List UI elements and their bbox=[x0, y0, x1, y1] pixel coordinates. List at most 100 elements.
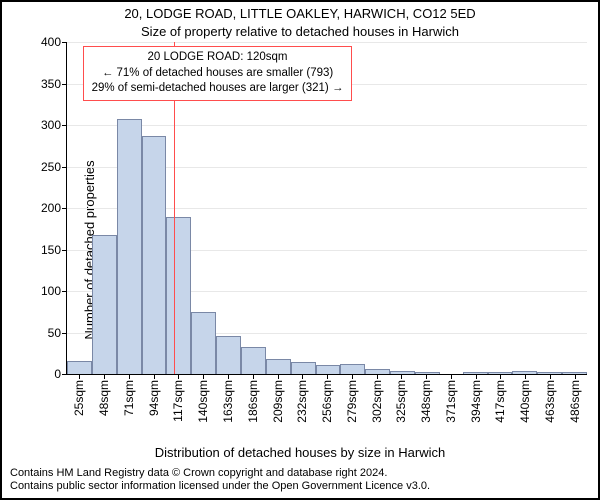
x-tick: 186sqm bbox=[240, 374, 265, 430]
plot-inner: 25sqm48sqm71sqm94sqm117sqm140sqm163sqm18… bbox=[66, 42, 587, 375]
x-tick: 348sqm bbox=[414, 374, 439, 430]
x-tick-label: 140sqm bbox=[196, 380, 210, 423]
annotation-box: 20 LODGE ROAD: 120sqm← 71% of detached h… bbox=[83, 46, 353, 101]
x-tick: 140sqm bbox=[191, 374, 216, 430]
x-tick: 440sqm bbox=[513, 374, 538, 430]
x-tick-label: 209sqm bbox=[271, 380, 285, 423]
x-tick-mark bbox=[550, 374, 551, 379]
x-tick-mark bbox=[476, 374, 477, 379]
x-tick-label: 279sqm bbox=[345, 380, 359, 423]
x-tick: 463sqm bbox=[538, 374, 563, 430]
x-tick-label: 117sqm bbox=[171, 380, 185, 422]
x-tick: 371sqm bbox=[438, 374, 463, 430]
x-tick-label: 163sqm bbox=[221, 380, 235, 423]
x-tick-label: 486sqm bbox=[568, 380, 582, 423]
x-tick-label: 440sqm bbox=[518, 380, 532, 423]
chart-title-line1: 20, LODGE ROAD, LITTLE OAKLEY, HARWICH, … bbox=[2, 6, 598, 21]
x-tick: 394sqm bbox=[463, 374, 488, 430]
x-tick: 163sqm bbox=[216, 374, 241, 430]
histogram-bar bbox=[340, 364, 365, 374]
x-tick-label: 256sqm bbox=[320, 380, 334, 423]
annotation-line3: 29% of semi-detached houses are larger (… bbox=[92, 81, 344, 97]
y-tick-label: 400 bbox=[41, 35, 61, 49]
x-tick-mark bbox=[203, 374, 204, 379]
x-tick-mark bbox=[377, 374, 378, 379]
histogram-bar bbox=[512, 371, 537, 374]
x-tick-label: 186sqm bbox=[246, 380, 260, 423]
x-tick-mark bbox=[451, 374, 452, 379]
x-tick-mark bbox=[278, 374, 279, 379]
x-tick-label: 463sqm bbox=[543, 380, 557, 423]
x-tick-label: 417sqm bbox=[493, 380, 507, 423]
x-tick-mark bbox=[79, 374, 80, 379]
chart-card: 20, LODGE ROAD, LITTLE OAKLEY, HARWICH, … bbox=[0, 0, 600, 500]
x-tick-mark bbox=[104, 374, 105, 379]
annotation-line2: ← 71% of detached houses are smaller (79… bbox=[92, 66, 344, 82]
histogram-bar bbox=[291, 362, 316, 374]
x-tick-mark bbox=[253, 374, 254, 379]
x-tick-label: 348sqm bbox=[419, 380, 433, 423]
histogram-bar bbox=[562, 372, 587, 374]
x-tick: 25sqm bbox=[67, 374, 92, 430]
histogram-bar bbox=[316, 365, 341, 374]
histogram-bar bbox=[390, 371, 415, 374]
x-tick-mark bbox=[401, 374, 402, 379]
y-tick-label: 350 bbox=[41, 77, 61, 91]
x-tick-label: 94sqm bbox=[147, 380, 161, 416]
footer-line-1: Contains HM Land Registry data © Crown c… bbox=[10, 467, 590, 481]
x-tick: 209sqm bbox=[265, 374, 290, 430]
y-tick-label: 200 bbox=[41, 201, 61, 215]
y-tick-mark bbox=[62, 374, 67, 375]
x-tick-mark bbox=[327, 374, 328, 379]
x-tick-mark bbox=[575, 374, 576, 379]
x-tick: 71sqm bbox=[117, 374, 142, 430]
histogram-bar bbox=[415, 372, 440, 374]
y-tick-label: 0 bbox=[54, 367, 61, 381]
x-tick-label: 232sqm bbox=[295, 380, 309, 423]
histogram-bar bbox=[117, 119, 142, 374]
x-tick-label: 394sqm bbox=[469, 380, 483, 423]
histogram-bar bbox=[266, 359, 291, 374]
histogram-bar bbox=[67, 361, 92, 374]
x-tick-label: 25sqm bbox=[72, 380, 86, 416]
histogram-bar bbox=[142, 136, 167, 374]
footer: Contains HM Land Registry data © Crown c… bbox=[10, 467, 590, 495]
plot-area: 25sqm48sqm71sqm94sqm117sqm140sqm163sqm18… bbox=[66, 42, 586, 374]
x-tick: 417sqm bbox=[488, 374, 513, 430]
x-tick-mark bbox=[302, 374, 303, 379]
x-tick: 94sqm bbox=[141, 374, 166, 430]
x-tick-mark bbox=[178, 374, 179, 379]
x-tick-label: 325sqm bbox=[394, 380, 408, 423]
x-axis-label: Distribution of detached houses by size … bbox=[2, 445, 598, 460]
x-tick-mark bbox=[228, 374, 229, 379]
histogram-bar bbox=[166, 217, 191, 374]
x-tick-label: 48sqm bbox=[97, 380, 111, 416]
x-tick: 232sqm bbox=[290, 374, 315, 430]
y-tick-label: 50 bbox=[48, 326, 61, 340]
x-tick: 302sqm bbox=[364, 374, 389, 430]
y-tick-label: 100 bbox=[41, 284, 61, 298]
x-tick: 279sqm bbox=[339, 374, 364, 430]
y-tick-label: 250 bbox=[41, 160, 61, 174]
histogram-bar bbox=[463, 372, 488, 374]
x-tick-mark bbox=[525, 374, 526, 379]
x-tick: 486sqm bbox=[562, 374, 587, 430]
histogram-bar bbox=[216, 336, 241, 374]
x-tick-mark bbox=[426, 374, 427, 379]
x-tick: 48sqm bbox=[92, 374, 117, 430]
x-tick-mark bbox=[129, 374, 130, 379]
chart-title-line2: Size of property relative to detached ho… bbox=[2, 24, 598, 39]
x-tick: 117sqm bbox=[166, 374, 191, 430]
x-tick: 256sqm bbox=[315, 374, 340, 430]
x-tick-label: 71sqm bbox=[122, 380, 136, 416]
y-tick-label: 300 bbox=[41, 118, 61, 132]
histogram-bar bbox=[191, 312, 216, 374]
histogram-bar bbox=[92, 235, 117, 374]
histogram-bar bbox=[241, 347, 266, 374]
x-tick: 325sqm bbox=[389, 374, 414, 430]
x-tick-mark bbox=[154, 374, 155, 379]
x-tick-label: 371sqm bbox=[444, 380, 458, 423]
x-tick-label: 302sqm bbox=[370, 380, 384, 423]
x-tick-mark bbox=[500, 374, 501, 379]
y-tick-label: 150 bbox=[41, 243, 61, 257]
